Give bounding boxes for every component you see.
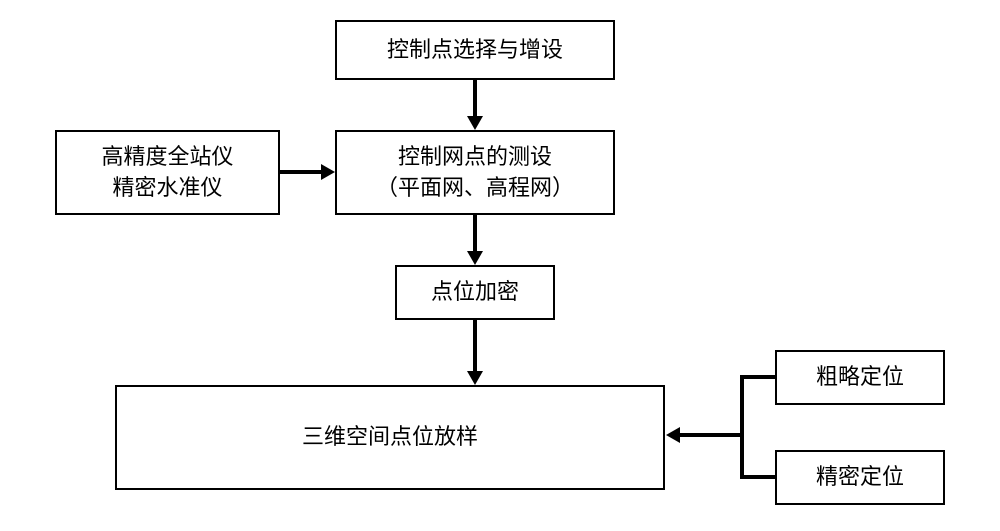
node-label: 控制点选择与增设	[387, 35, 563, 66]
arrow-merged-to-bottom	[680, 433, 744, 437]
node-label-line1: 控制网点的测设	[398, 142, 552, 173]
node-label: 粗略定位	[816, 362, 904, 393]
arrow-right2-horiz	[740, 475, 775, 479]
node-instruments: 高精度全站仪 精密水准仪	[55, 130, 280, 215]
arrowhead-icon	[467, 371, 483, 385]
node-label: 精密定位	[816, 462, 904, 493]
node-label-line2: 精密水准仪	[112, 173, 222, 204]
node-label: 三维空间点位放样	[302, 422, 478, 453]
node-precise-positioning: 精密定位	[775, 450, 945, 505]
node-coarse-positioning: 粗略定位	[775, 350, 945, 405]
arrowhead-icon	[666, 427, 680, 443]
node-label-line2: （平面网、高程网）	[376, 173, 574, 204]
node-label-line1: 高精度全站仪	[101, 142, 233, 173]
arrow-mid1-to-mid2	[473, 215, 477, 251]
node-label: 点位加密	[431, 277, 519, 308]
arrow-right1-horiz	[740, 375, 775, 379]
arrow-left1-to-mid1	[280, 170, 321, 174]
arrowhead-icon	[467, 116, 483, 130]
node-control-network: 控制网点的测设 （平面网、高程网）	[335, 130, 615, 215]
node-3d-staking: 三维空间点位放样	[115, 385, 665, 490]
arrow-top-to-mid1	[473, 80, 477, 116]
arrow-right2-vert	[740, 435, 744, 479]
arrow-right1-vert	[740, 375, 744, 437]
node-control-point-select: 控制点选择与增设	[335, 20, 615, 80]
arrow-mid2-to-bottom	[473, 320, 477, 371]
node-densification: 点位加密	[395, 265, 555, 320]
arrowhead-icon	[467, 251, 483, 265]
arrowhead-icon	[321, 164, 335, 180]
